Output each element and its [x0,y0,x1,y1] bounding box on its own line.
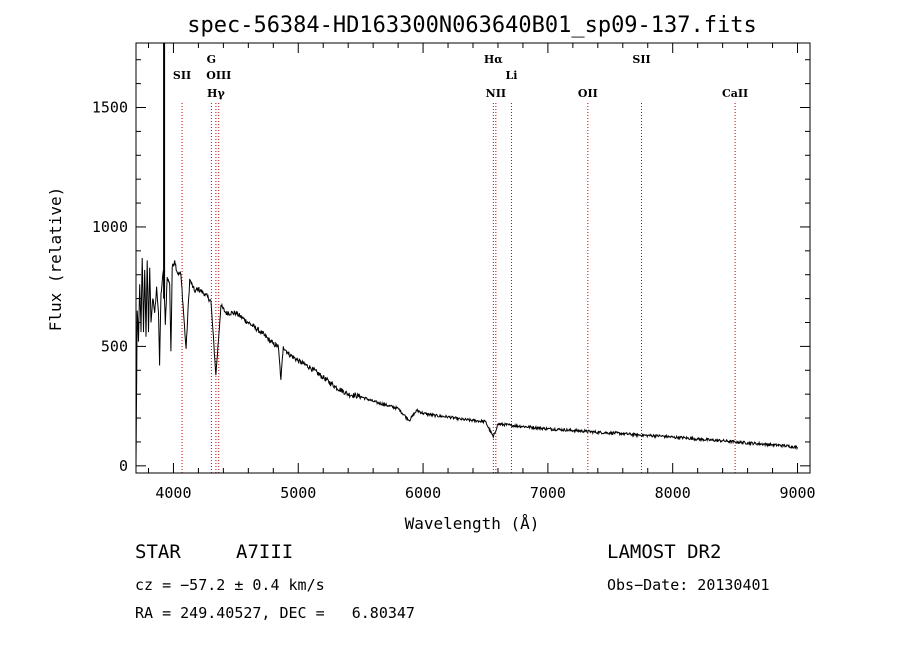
x-tick-label: 7000 [530,484,566,502]
spectral-line-label: Hα [484,53,503,66]
plot-frame [135,42,811,474]
y-tick-label: 1500 [92,99,128,117]
spectral-line-label: OIII [206,69,231,82]
observation-date: Obs−Date: 20130401 [607,576,770,594]
y-tick-label: 0 [119,457,128,475]
spectral-line-label: G [207,53,216,66]
spectral-line-label: SII [632,53,650,66]
y-tick-label: 1000 [92,218,128,236]
spectral-line-label: Li [505,69,517,82]
spectrum-series [135,43,798,466]
chart-title: spec-56384-HD163300N063640B01_sp09-137.f… [187,13,757,38]
x-axis-label: Wavelength (Å) [405,514,540,533]
coordinates: RA = 249.40527, DEC = 6.80347 [135,604,415,622]
x-tick-label: 8000 [655,484,691,502]
spectral-line-label: SII [173,69,191,82]
x-tick-label: 4000 [155,484,191,502]
object-type: STAR [135,541,181,563]
spectrum-line [135,257,798,466]
redshift-value: cz = −57.2 ± 0.4 km/s [135,576,325,594]
emission-line-markers: SII G Hγ OIII Hα NII Li OII SII CaII [173,53,748,473]
y-tick-label: 500 [101,337,128,355]
spectral-line-label: CaII [722,87,748,100]
spectral-line-label: OII [578,87,598,100]
y-axis-ticks: 0 500 1000 1500 [92,59,810,475]
y-axis-label: Flux (relative) [46,187,65,332]
x-tick-label: 9000 [779,484,815,502]
spectral-line-label: NII [486,87,506,100]
x-axis-ticks: 4000 5000 6000 7000 8000 9000 [147,43,816,502]
x-tick-label: 5000 [280,484,316,502]
x-tick-label: 6000 [405,484,441,502]
spectral-line-label: Hγ [207,87,225,100]
survey-name: LAMOST DR2 [607,541,722,563]
object-subclass: A7III [236,541,294,563]
